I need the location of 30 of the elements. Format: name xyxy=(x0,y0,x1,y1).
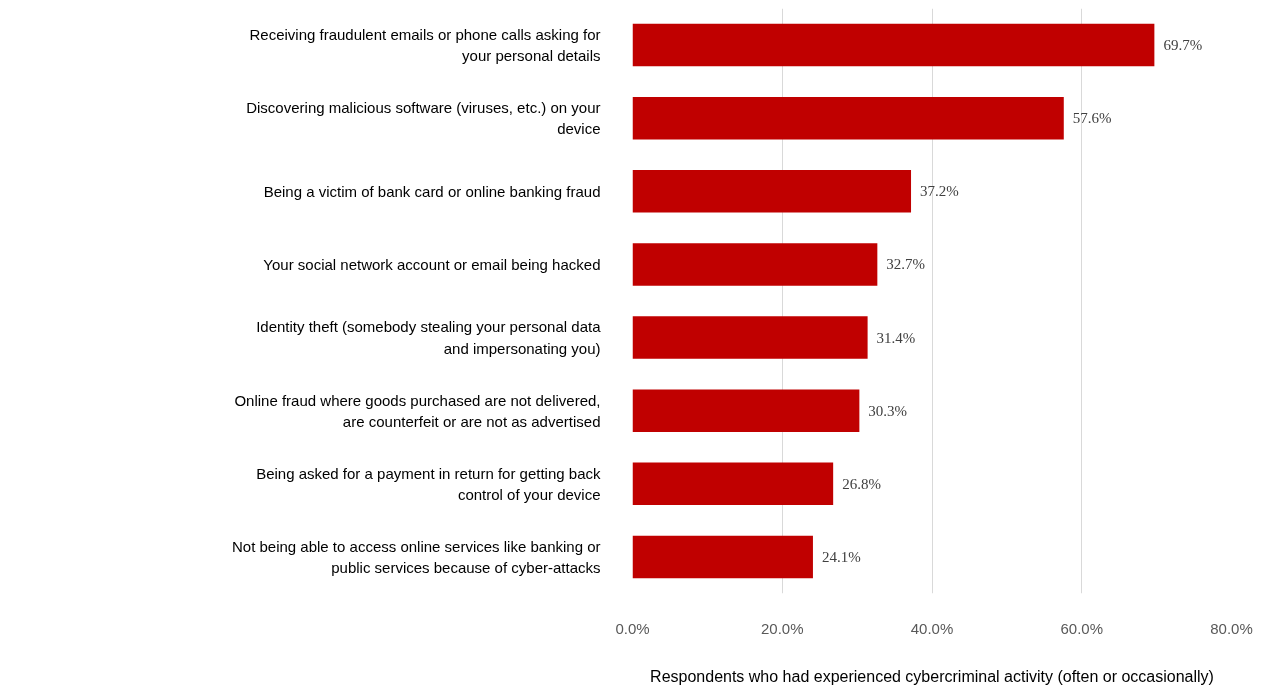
y-tick-label: Identity theft (somebody stealing your personal data and impersonating you) xyxy=(256,318,602,357)
bar xyxy=(632,243,878,286)
bar xyxy=(632,96,1064,140)
x-axis-title: Respondents who had experienced cybercriminal activity (often or occasionally) xyxy=(650,667,1214,685)
x-tick-label: 20.0% xyxy=(760,619,804,637)
y-tick-label: Being a victim of bank card or online banking fraud xyxy=(263,182,601,200)
x-tick-label: 0.0% xyxy=(615,619,650,637)
x-tick-label: 80.0% xyxy=(1210,619,1253,637)
y-tick-label: Online fraud where goods purchased are not delivered, are counterfeit or are not as advertised xyxy=(234,391,601,430)
bar xyxy=(632,170,912,213)
bar xyxy=(632,535,813,579)
data-label: 32.7% xyxy=(886,256,926,273)
y-tick-label: Being asked for a payment in return for getting back control of your device xyxy=(256,464,601,503)
data-label: 26.8% xyxy=(842,475,881,492)
data-label: 31.4% xyxy=(876,329,916,346)
data-label: 30.3% xyxy=(868,402,908,419)
data-label: 69.7% xyxy=(1163,37,1203,54)
bar xyxy=(632,462,834,506)
x-tick-label: 40.0% xyxy=(910,619,954,637)
data-label: 57.6% xyxy=(1072,110,1112,127)
y-tick-label: Discovering malicious software (viruses, etc.) on your device xyxy=(246,99,601,138)
y-tick-label: Not being able to access online services like banking or public services because of cyber-attacks xyxy=(231,537,601,577)
data-label: 24.1% xyxy=(821,548,861,565)
y-tick-label: Your social network account or email being hacked xyxy=(263,255,601,273)
bar xyxy=(632,389,860,432)
bar xyxy=(632,316,868,359)
bar xyxy=(632,23,1155,67)
y-tick-label: Receiving fraudulent emails or phone calls asking for your personal details xyxy=(249,25,601,65)
x-tick-label: 60.0% xyxy=(1060,619,1104,637)
data-label: 37.2% xyxy=(920,183,959,200)
